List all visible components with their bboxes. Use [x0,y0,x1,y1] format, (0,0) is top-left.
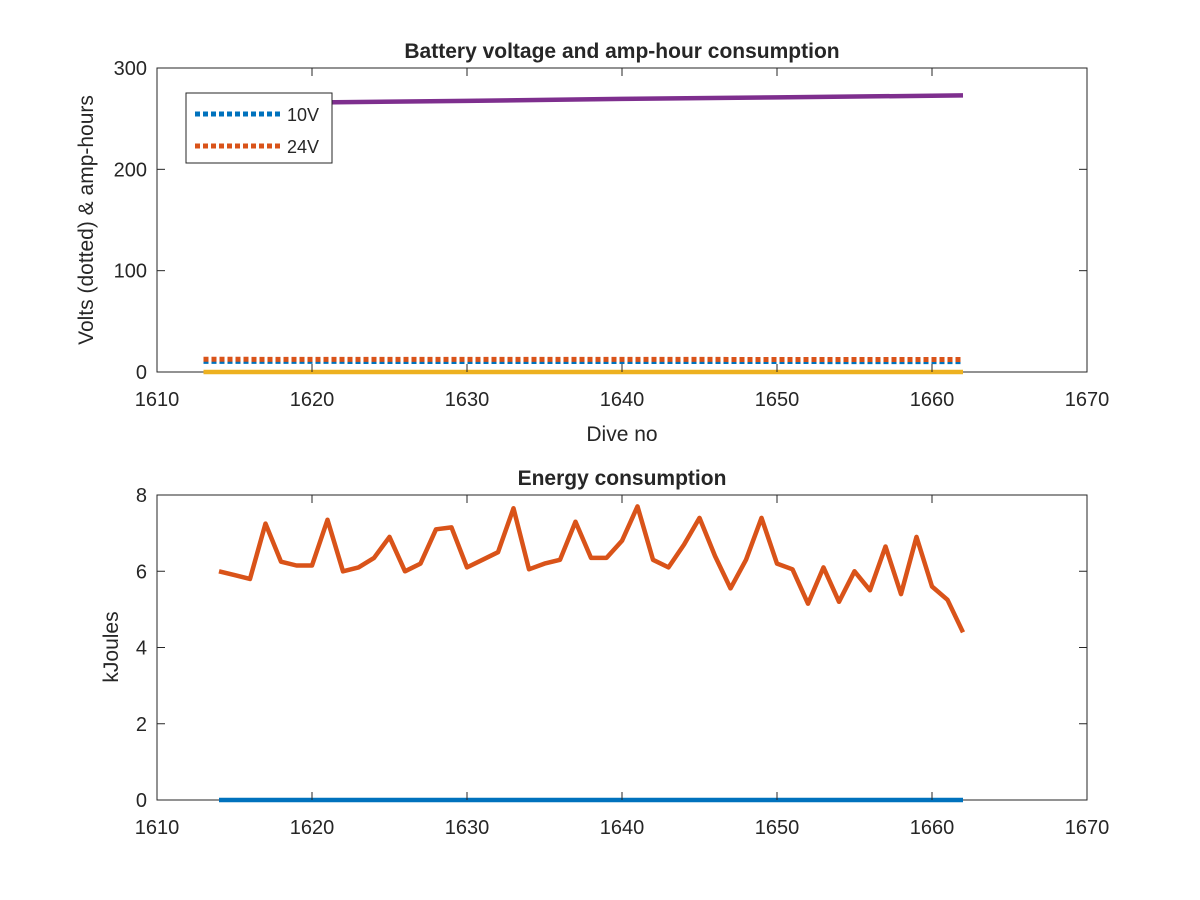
energy-x-tick-label: 1610 [135,817,180,839]
voltage-x-tick-label: 1650 [755,389,800,411]
voltage-y-tick-label: 300 [114,58,147,80]
energy-y-tick-label: 0 [136,790,147,812]
energy-series-group [218,504,966,803]
energy-y-tick-label: 4 [136,638,147,660]
energy-y-tick-label: 2 [136,714,147,736]
legend-label-24v: 24V [287,137,319,157]
energy-x-tick-label: 1640 [600,817,645,839]
voltage-x-tick-label: 1610 [135,389,180,411]
voltage-y-axis-label: Volts (dotted) & amp-hours [75,95,98,345]
energy-x-tick-label: 1670 [1065,817,1110,839]
energy-x-tick-label: 1650 [755,817,800,839]
voltage-x-tick-label: 1670 [1065,389,1110,411]
energy-x-tick-label: 1660 [910,817,955,839]
energy-axes-box [156,494,1088,801]
energy-y-tick-label: 6 [136,561,147,583]
voltage-y-tick-label: 200 [114,159,147,181]
voltage-x-tick-label: 1620 [290,389,335,411]
voltage-x-tick-label: 1660 [910,389,955,411]
voltage-y-tick-label: 0 [136,362,147,384]
energy-axes: 1610 1620 1630 1640 1650 1660 1670 0 2 4 6 8 Energy… [100,467,1109,839]
energy-series-line-2 [218,504,966,634]
energy-x-tick-label: 1620 [290,817,335,839]
legend: 10V 24V [185,92,333,164]
energy-ticks: 1610 1620 1630 1640 1650 1660 1670 0 2 4 6 8 [135,485,1110,839]
voltage-y-tick-label: 100 [114,261,147,283]
voltage-chart-title: Battery voltage and amp-hour consumption [404,40,839,63]
energy-chart-title: Energy consumption [518,467,727,490]
voltage-x-tick-label: 1630 [445,389,490,411]
legend-box [185,92,333,164]
energy-x-tick-label: 1630 [445,817,490,839]
energy-y-tick-label: 8 [136,485,147,507]
voltage-axes: 1610 1620 1630 1640 1650 1660 1670 0 100 200 300 B… [75,40,1109,446]
legend-label-10v: 10V [287,105,319,125]
voltage-x-axis-label: Dive no [586,423,657,446]
voltage-ticks: 1610 1620 1630 1640 1650 1660 1670 0 100 200 300 [114,58,1110,411]
energy-y-axis-label: kJoules [100,611,123,682]
voltage-x-tick-label: 1640 [600,389,645,411]
